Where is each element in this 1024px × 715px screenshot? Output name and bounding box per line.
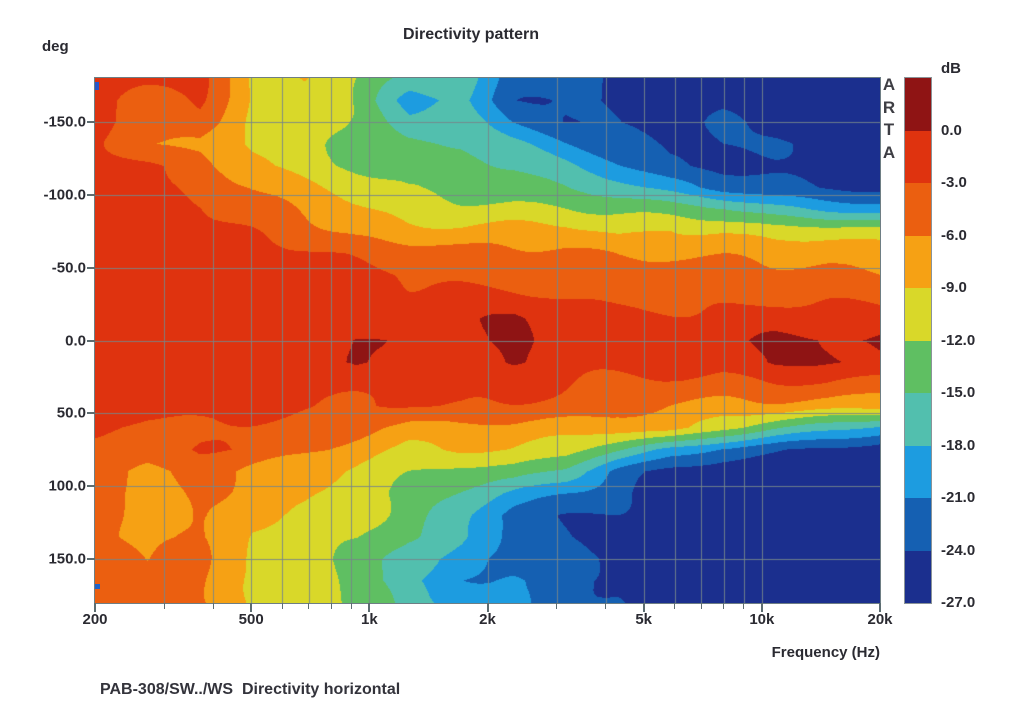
colorbar-tick-label: -9.0	[941, 279, 967, 296]
x-minor-tick	[700, 603, 702, 609]
x-tick-label: 1k	[361, 611, 378, 628]
y-tick	[87, 558, 95, 561]
colorbar-segment	[905, 550, 931, 603]
x-minor-tick	[723, 603, 725, 609]
colorbar-tick-label: 0.0	[941, 121, 962, 139]
x-tick-label: 500	[238, 611, 264, 628]
x-tick-label: 2k	[479, 611, 496, 628]
colorbar	[904, 77, 932, 604]
y-tick	[87, 266, 95, 269]
colorbar-segment	[905, 498, 931, 551]
colorbar-tick-label: -18.0	[941, 436, 976, 454]
y-tick	[87, 120, 95, 123]
colorbar-segment	[905, 183, 931, 236]
x-major-tick	[250, 603, 253, 612]
colorbar-tick-label: -27.0	[941, 594, 976, 611]
x-minor-tick	[350, 603, 352, 609]
y-tick	[87, 412, 95, 415]
arta-letter: R	[882, 97, 896, 117]
x-minor-tick	[308, 603, 310, 609]
x-major-tick	[94, 603, 96, 612]
colorbar-tick-label: -12.0	[941, 331, 976, 349]
edge-marker	[95, 82, 99, 90]
arta-letter: A	[882, 75, 896, 94]
x-minor-tick	[743, 603, 745, 609]
colorbar-tick-label: -15.0	[941, 384, 976, 401]
edge-marker	[95, 584, 100, 589]
directivity-heatmap	[95, 78, 880, 603]
x-tick-label: 200	[82, 611, 108, 628]
y-tick	[87, 485, 95, 488]
y-tick-label: 100.0	[48, 477, 86, 495]
colorbar-segment	[905, 235, 931, 288]
x-minor-tick	[556, 603, 558, 609]
y-tick-label: -50.0	[51, 259, 86, 277]
x-major-tick	[879, 603, 881, 612]
y-axis-unit-label: deg	[42, 38, 69, 55]
arta-letter: T	[883, 120, 895, 139]
colorbar-segment	[905, 130, 931, 183]
arta-letter: A	[882, 142, 896, 162]
x-major-tick	[368, 603, 371, 612]
colorbar-tick-label: -21.0	[941, 489, 976, 506]
x-minor-tick	[487, 603, 488, 609]
x-tick-label: 10k	[749, 611, 775, 628]
x-minor-tick	[163, 603, 165, 609]
x-minor-tick	[674, 603, 676, 609]
colorbar-tick-label: -24.0	[941, 541, 976, 559]
x-major-tick	[760, 603, 763, 612]
y-tick-label: 0.0	[65, 332, 86, 349]
y-tick-label: -150.0	[43, 113, 86, 131]
colorbar-segment	[905, 445, 931, 498]
colorbar-segment	[905, 393, 931, 446]
colorbar-segment	[905, 340, 931, 393]
colorbar-unit-label: dB	[941, 60, 961, 77]
x-major-tick	[642, 603, 645, 612]
x-minor-tick	[212, 603, 214, 609]
colorbar-segment	[905, 78, 931, 131]
colorbar-tick-label: -6.0	[941, 226, 967, 244]
x-axis-title: Frequency (Hz)	[771, 644, 880, 661]
y-tick-label: 50.0	[56, 404, 86, 422]
y-tick	[87, 339, 95, 342]
measurement-caption: PAB-308/SW../WS Directivity horizontal	[100, 681, 401, 698]
chart-title: Directivity pattern	[402, 26, 540, 43]
x-minor-tick	[330, 603, 332, 609]
colorbar-segment	[905, 288, 931, 341]
y-tick	[87, 193, 95, 196]
plot-frame	[94, 77, 881, 604]
y-tick-label: 150.0	[48, 550, 86, 568]
colorbar-tick-label: -3.0	[941, 174, 967, 191]
x-minor-tick	[605, 603, 607, 609]
x-tick-label: 5k	[635, 611, 653, 628]
x-minor-tick	[281, 603, 283, 609]
x-tick-label: 20k	[867, 611, 893, 628]
y-tick-label: -100.0	[43, 186, 86, 204]
